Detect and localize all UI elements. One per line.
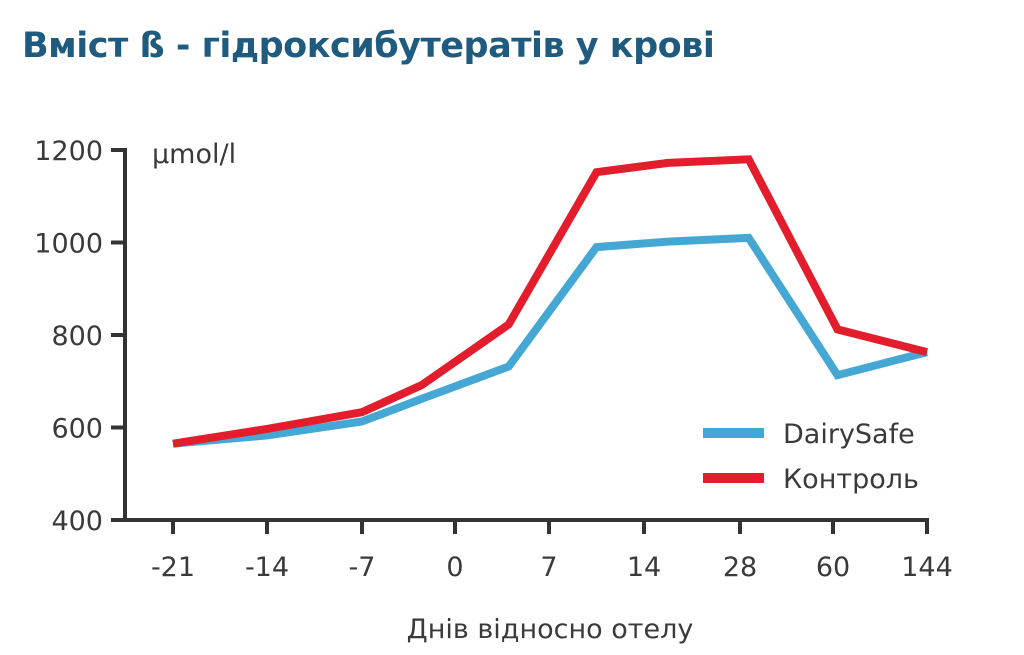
- x-tick-label: 7: [540, 552, 557, 583]
- legend-label: Контроль: [783, 464, 919, 495]
- chart-title: Вміст ß - гідроксибутератів у крові: [22, 26, 715, 66]
- x-tick-label: 14: [627, 552, 661, 583]
- y-tick-label: 1200: [34, 136, 103, 167]
- ticks-layer: 400 600 800 1000 1200 -21 -14 -7 0 7 14 28 60 144: [34, 136, 952, 583]
- axes-layer: [111, 148, 929, 534]
- x-tick-label: -21: [151, 552, 195, 583]
- legend: DairySafe Контроль: [703, 419, 919, 495]
- x-tick-label: 28: [723, 552, 757, 583]
- x-tick-label: 144: [901, 552, 953, 583]
- x-tick-label: -7: [349, 552, 376, 583]
- legend-label: DairySafe: [783, 419, 915, 450]
- y-axis-label: µmol/l: [152, 139, 236, 170]
- y-tick-label: 400: [51, 506, 103, 537]
- x-tick-label: 0: [446, 552, 463, 583]
- x-axis-label: Днів відносно отелу: [407, 614, 694, 645]
- series-layer: [172, 155, 928, 448]
- series-line-dairysafe: [172, 233, 928, 448]
- y-tick-label: 600: [51, 414, 103, 445]
- series-line-control: [172, 155, 928, 448]
- x-tick-label: 60: [816, 552, 850, 583]
- x-tick-label: -14: [245, 552, 289, 583]
- y-tick-label: 800: [51, 321, 103, 352]
- y-tick-label: 1000: [34, 229, 103, 260]
